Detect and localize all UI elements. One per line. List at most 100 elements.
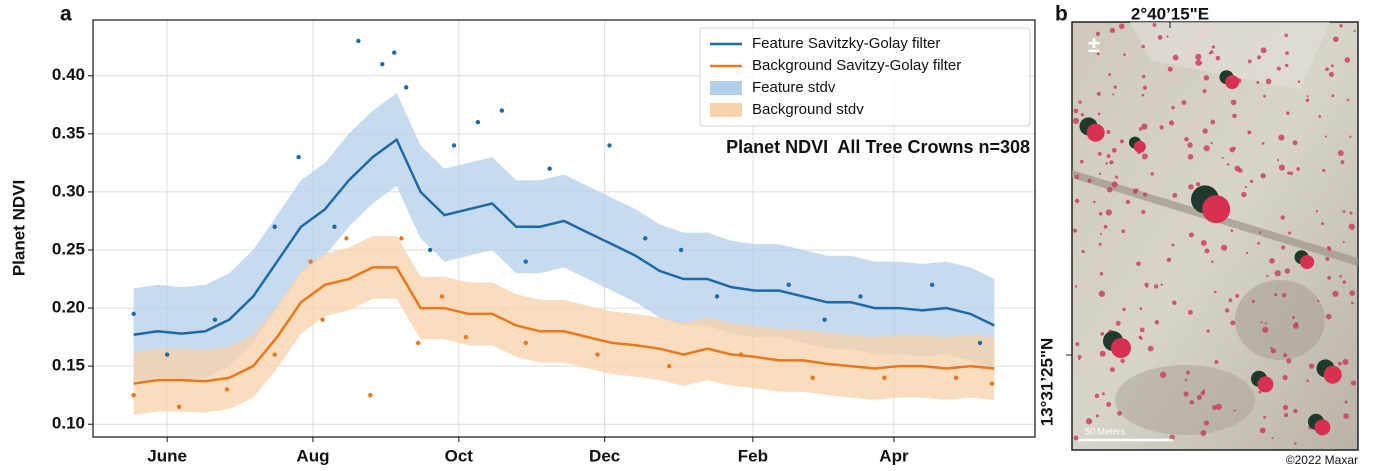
crown <box>1342 359 1349 366</box>
std-band <box>133 236 995 415</box>
crown <box>1318 115 1322 118</box>
crown <box>1244 185 1248 189</box>
crown <box>1094 393 1100 399</box>
crown <box>1111 181 1118 188</box>
crown <box>1096 91 1101 96</box>
crown <box>1234 165 1241 172</box>
crown <box>1233 146 1236 150</box>
crown <box>1118 23 1125 30</box>
crown <box>1115 320 1121 326</box>
crown <box>1204 248 1210 254</box>
crown <box>1106 186 1113 193</box>
data-point <box>523 259 528 264</box>
crown <box>1097 112 1101 116</box>
crown <box>1211 45 1215 49</box>
data-point <box>296 154 301 160</box>
crown <box>1136 188 1139 191</box>
crown <box>1214 290 1217 294</box>
crown <box>1330 64 1334 68</box>
data-point <box>523 340 528 346</box>
data-point <box>786 282 791 288</box>
crown <box>1188 232 1194 238</box>
crown <box>1285 63 1289 68</box>
crown <box>1344 57 1351 63</box>
north-arrow: ± <box>1088 32 1100 57</box>
crown <box>1186 370 1190 375</box>
crown <box>1221 156 1224 159</box>
crown <box>1289 171 1294 176</box>
crown <box>1187 142 1193 148</box>
crown <box>1141 44 1146 49</box>
data-point <box>320 317 325 322</box>
crown <box>1266 274 1269 278</box>
data-point <box>499 108 505 113</box>
data-point <box>547 166 552 171</box>
crown <box>1211 260 1214 263</box>
crown <box>1077 354 1082 359</box>
crown <box>1314 419 1331 436</box>
crown <box>1315 210 1319 213</box>
crown <box>1109 27 1116 34</box>
crown <box>1203 145 1210 152</box>
data-point <box>164 352 170 357</box>
crown <box>1195 181 1201 187</box>
crown <box>1099 350 1106 357</box>
crown <box>1203 420 1210 426</box>
crown <box>1251 299 1255 303</box>
data-point <box>415 340 421 346</box>
dark-patch <box>1235 280 1325 360</box>
crown <box>1097 151 1102 156</box>
crown <box>1291 316 1295 319</box>
crown <box>1098 211 1103 216</box>
crown <box>1184 137 1189 142</box>
crown <box>1278 164 1285 171</box>
crown <box>1200 390 1206 396</box>
crown <box>1101 392 1105 396</box>
crown <box>1171 105 1175 110</box>
crown <box>1157 35 1163 40</box>
crown <box>1120 358 1125 364</box>
crown <box>1271 437 1274 440</box>
crown <box>1203 75 1210 81</box>
crown <box>1074 198 1080 204</box>
crown <box>1342 280 1346 284</box>
plot-frame <box>92 19 1036 438</box>
data-point <box>463 334 469 340</box>
crown <box>1189 400 1195 405</box>
crown <box>1261 142 1265 145</box>
crown <box>1150 172 1155 176</box>
data-point <box>929 282 935 288</box>
data-point <box>595 352 600 357</box>
data-point <box>356 38 361 44</box>
crown <box>1111 338 1131 358</box>
data-point <box>272 224 277 229</box>
legend-swatch <box>710 103 742 117</box>
crown <box>1210 119 1216 125</box>
crown <box>1202 128 1208 134</box>
crown <box>1095 31 1101 37</box>
crown <box>1325 313 1332 320</box>
x-tick-label: Apr <box>879 446 909 465</box>
crown <box>1269 258 1275 264</box>
crown <box>1331 94 1335 98</box>
crown <box>1323 365 1342 384</box>
dark-patch <box>1115 365 1255 435</box>
data-point <box>308 259 313 264</box>
crown <box>1092 200 1096 204</box>
crown <box>1349 135 1352 138</box>
data-point <box>953 375 959 380</box>
y-tick-label: 0.25 <box>52 239 85 258</box>
scale-label: 50 Meters <box>1085 426 1126 436</box>
crown <box>1188 309 1193 315</box>
crown <box>1322 168 1326 172</box>
bright-field <box>1130 22 1330 90</box>
crown <box>1333 36 1339 43</box>
crown <box>1241 191 1247 198</box>
crown <box>1249 179 1254 184</box>
crown <box>1306 379 1309 383</box>
crown <box>1284 33 1289 38</box>
crown <box>1166 257 1172 263</box>
crown <box>1183 391 1189 397</box>
crown <box>1263 415 1266 419</box>
crown <box>1328 71 1334 78</box>
